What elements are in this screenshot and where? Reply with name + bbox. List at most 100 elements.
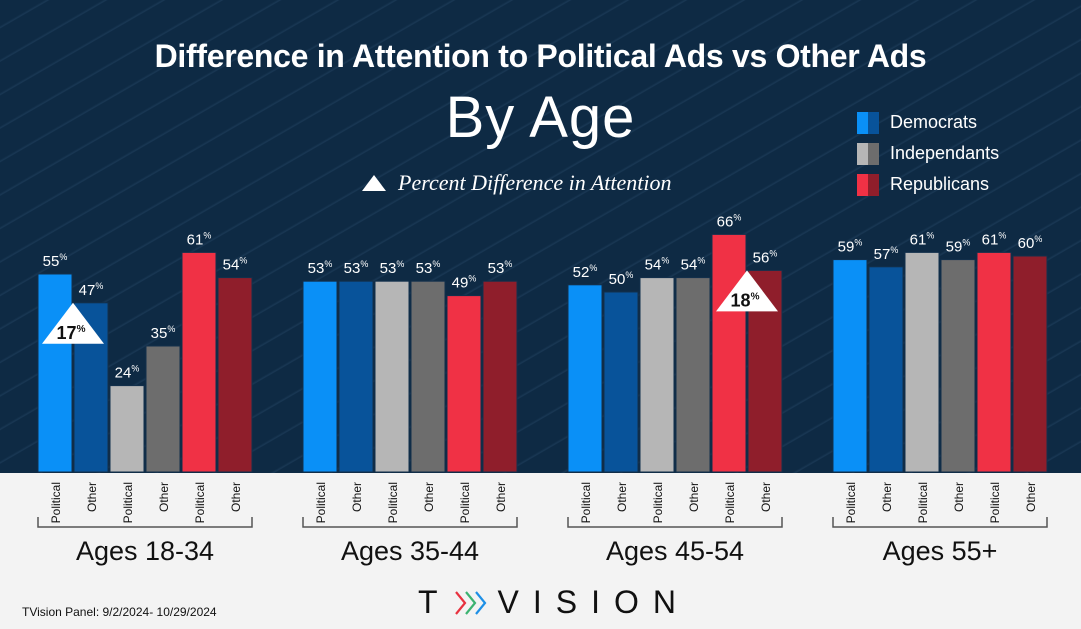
data-label: 54% <box>645 256 670 274</box>
data-label: 53% <box>380 259 405 277</box>
bar-label: Political <box>579 482 593 523</box>
data-label: 59% <box>946 238 971 256</box>
bar-label: Political <box>723 482 737 523</box>
data-label: 61% <box>187 230 212 248</box>
bar-label: Other <box>759 482 773 512</box>
data-label: 60% <box>1018 234 1043 252</box>
data-label: 55% <box>43 252 68 270</box>
difference-triangle <box>716 270 778 312</box>
data-label: 53% <box>308 259 333 277</box>
bar <box>181 251 217 473</box>
bar <box>338 280 374 473</box>
group-label: Ages 35-44 <box>341 536 479 566</box>
bar <box>374 280 410 473</box>
data-label: 47% <box>79 281 104 299</box>
difference-legend-label: Percent Difference in Attention <box>398 170 672 195</box>
legend-label: Democrats <box>890 112 978 132</box>
data-label: 57% <box>874 245 899 263</box>
tvision-logo: T VISION <box>418 584 690 621</box>
data-label: 56% <box>753 248 778 266</box>
data-label: 49% <box>452 274 477 292</box>
bar <box>868 266 904 473</box>
bar-label: Political <box>458 482 472 523</box>
data-label: 35% <box>151 324 176 342</box>
legend-swatch <box>857 111 879 134</box>
data-label: 53% <box>344 259 369 277</box>
data-label: 61% <box>982 230 1007 248</box>
bar-label: Political <box>916 482 930 523</box>
bar <box>1012 255 1048 473</box>
data-label: 52% <box>573 263 598 281</box>
triangle-icon <box>362 175 386 191</box>
bar-label: Other <box>157 482 171 512</box>
bar <box>940 259 976 473</box>
bar <box>482 280 518 473</box>
legend-label: Republicans <box>890 174 990 194</box>
bar <box>410 280 446 473</box>
bar-label: Other <box>1024 482 1038 512</box>
legend: Democrats Independants Republicans <box>857 107 999 200</box>
data-label: 54% <box>223 256 248 274</box>
source-note: TVision Panel: 9/2/2024- 10/29/2024 <box>22 605 217 619</box>
bar-label: Other <box>229 482 243 512</box>
bar <box>675 277 711 473</box>
group-bracket <box>302 517 518 528</box>
bar <box>145 345 181 473</box>
bar-label: Political <box>314 482 328 523</box>
data-label: 53% <box>416 259 441 277</box>
bar <box>217 277 253 473</box>
data-label: 66% <box>717 212 742 230</box>
bar <box>639 277 675 473</box>
data-label: 24% <box>115 364 140 382</box>
bar-label: Political <box>651 482 665 523</box>
group-label: Ages 18-34 <box>76 536 214 566</box>
legend-label: Independants <box>890 143 1000 163</box>
bar <box>302 280 338 473</box>
bar-label: Other <box>494 482 508 512</box>
data-label: 59% <box>838 238 863 256</box>
bar <box>976 251 1012 473</box>
chart-subtitle: By Age <box>445 85 636 150</box>
bar <box>109 385 145 473</box>
group-label: Ages 45-54 <box>606 536 744 566</box>
bar-label: Political <box>193 482 207 523</box>
logo-text-right: VISION <box>497 584 691 620</box>
data-label: 53% <box>488 259 513 277</box>
bar-label: Political <box>386 482 400 523</box>
bar <box>37 273 73 473</box>
bar-label: Political <box>49 482 63 523</box>
legend-item-independants: Independants <box>857 138 999 169</box>
group-bracket <box>37 517 253 528</box>
bar <box>446 295 482 473</box>
chevrons-icon <box>454 588 488 618</box>
bar <box>832 259 868 473</box>
bar-label: Other <box>422 482 436 512</box>
chart-title: Difference in Attention to Political Ads… <box>154 38 927 74</box>
group-bracket <box>567 517 783 528</box>
data-label: 50% <box>609 270 634 288</box>
group-label: Ages 55+ <box>883 536 998 566</box>
legend-swatch <box>857 142 879 165</box>
legend-swatch <box>857 173 879 196</box>
bar-label: Other <box>85 482 99 512</box>
bar-label: Other <box>615 482 629 512</box>
bar <box>711 233 747 473</box>
bar-label: Other <box>880 482 894 512</box>
data-label: 61% <box>910 230 935 248</box>
difference-legend: Percent Difference in Attention <box>362 170 672 196</box>
bar-label: Political <box>844 482 858 523</box>
bar <box>603 291 639 473</box>
bar-label: Other <box>350 482 364 512</box>
bar-label: Other <box>687 482 701 512</box>
bar-label: Political <box>988 482 1002 523</box>
bar <box>567 284 603 473</box>
legend-item-republicans: Republicans <box>857 169 999 200</box>
bar-label: Political <box>121 482 135 523</box>
legend-item-democrats: Democrats <box>857 107 999 138</box>
data-label: 54% <box>681 256 706 274</box>
logo-text-left: T <box>418 584 452 620</box>
bar-label: Other <box>952 482 966 512</box>
difference-triangle <box>42 302 104 344</box>
bar <box>904 251 940 473</box>
